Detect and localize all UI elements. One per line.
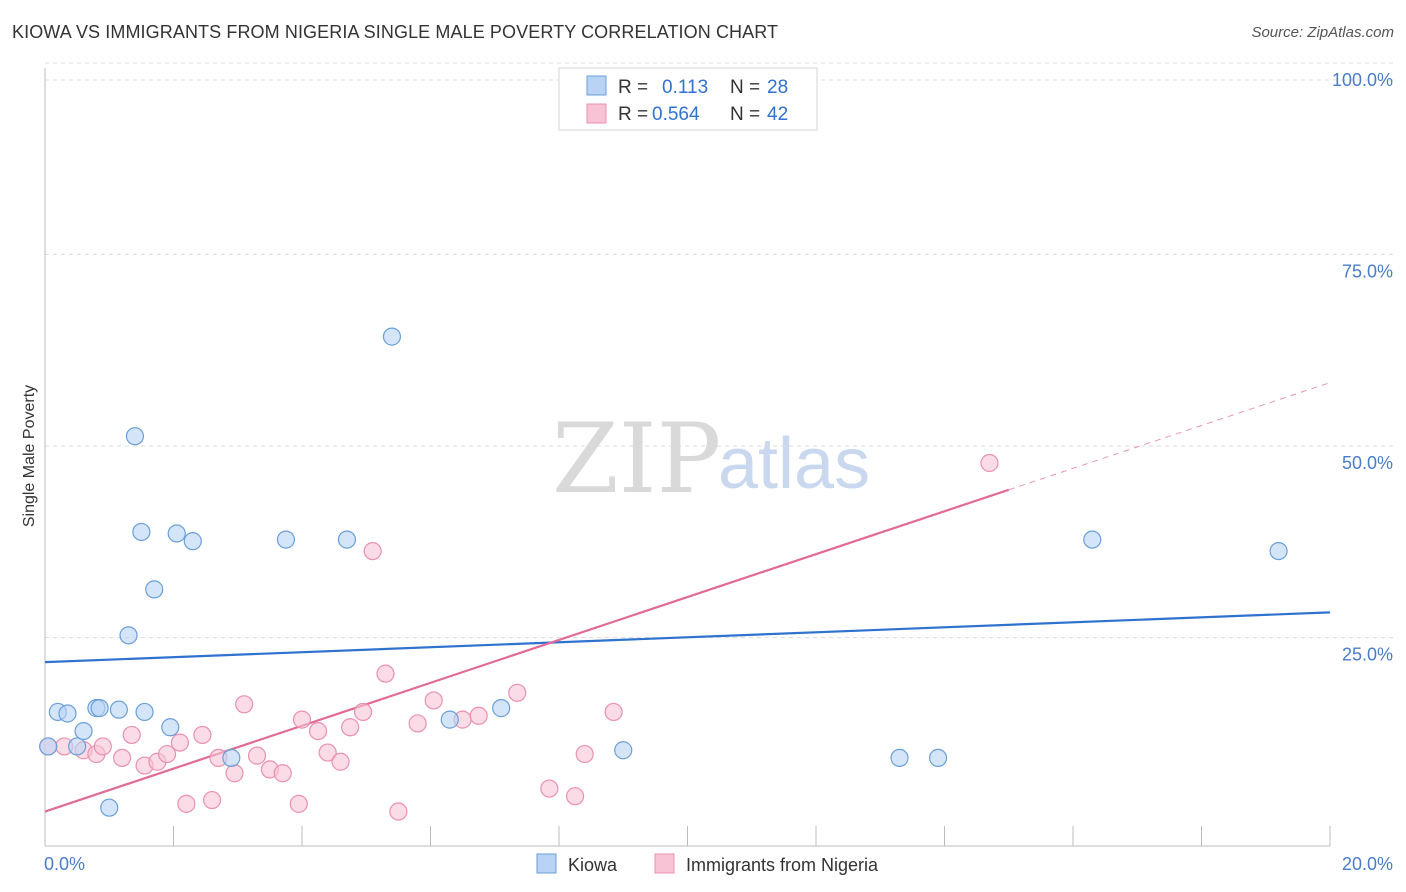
point-kiowa: [125, 427, 145, 446]
point-kiowa: [100, 798, 119, 817]
point-nigeria: [565, 787, 585, 806]
point-kiowa: [440, 710, 459, 729]
point-kiowa: [119, 626, 138, 645]
point-nigeria: [341, 718, 360, 737]
point-nigeria: [389, 802, 408, 821]
point-nigeria: [112, 748, 132, 768]
point-kiowa: [39, 737, 58, 756]
trend-lines: [44, 382, 1331, 813]
tick-labels: 100.0% 75.0% 50.0% 25.0% 0.0% 20.0%: [44, 70, 1393, 874]
point-nigeria: [331, 752, 350, 771]
point-kiowa: [68, 737, 87, 756]
bottom-legend-label-kiowa: Kiowa: [568, 855, 618, 875]
point-nigeria: [247, 746, 267, 765]
point-kiowa: [58, 704, 77, 723]
point-kiowa: [90, 699, 109, 718]
point-kiowa: [161, 718, 180, 737]
axes: [44, 68, 1331, 847]
point-kiowa: [890, 748, 909, 768]
point-nigeria: [604, 702, 623, 722]
point-nigeria: [170, 733, 190, 752]
y-tick-label: 75.0%: [1342, 262, 1393, 282]
point-nigeria: [157, 744, 177, 764]
y-tick-label: 100.0%: [1332, 70, 1393, 90]
legend-n-value-kiowa: 28: [767, 77, 788, 98]
point-nigeria: [292, 710, 312, 729]
y-axis-label: Single Male Poverty: [21, 385, 38, 527]
point-nigeria: [469, 706, 488, 725]
point-kiowa: [135, 702, 154, 722]
legend-swatch-kiowa: [586, 75, 607, 96]
point-nigeria: [353, 702, 373, 722]
bottom-legend-label-nigeria: Immigrants from Nigeria: [686, 855, 879, 875]
point-nigeria: [363, 541, 382, 561]
point-kiowa: [132, 522, 151, 542]
gridlines: [45, 62, 1393, 638]
point-nigeria: [289, 794, 308, 813]
point-nigeria: [193, 725, 212, 745]
point-nigeria: [575, 744, 594, 764]
point-nigeria: [408, 714, 427, 733]
point-kiowa: [614, 741, 633, 760]
watermark-zip: ZIP: [552, 403, 721, 515]
point-nigeria: [540, 779, 559, 798]
point-kiowa: [337, 530, 357, 549]
point-nigeria: [202, 790, 222, 810]
legend-n-label-nigeria: N =: [730, 104, 760, 125]
x-tick-label-min: 0.0%: [44, 854, 85, 874]
legend-r-label-nigeria: R =: [618, 104, 648, 125]
point-nigeria: [980, 453, 999, 473]
chart-title: KIOWA VS IMMIGRANTS FROM NIGERIA SINGLE …: [12, 22, 779, 42]
point-kiowa: [167, 524, 186, 543]
point-kiowa: [183, 532, 202, 551]
data-points: [39, 327, 1288, 821]
point-kiowa: [382, 327, 402, 346]
legend-r-label-kiowa: R =: [618, 77, 648, 98]
point-nigeria: [235, 695, 254, 714]
trend-line-nigeria-extension: [1008, 382, 1331, 491]
x-tick-label-max: 20.0%: [1342, 854, 1393, 874]
y-tick-label: 25.0%: [1342, 645, 1393, 665]
bottom-legend-swatch-kiowa: [536, 853, 557, 874]
point-nigeria: [508, 683, 527, 702]
point-nigeria: [273, 764, 292, 783]
point-nigeria: [93, 737, 112, 756]
legend-r-value-kiowa: 0.113: [662, 77, 708, 98]
point-kiowa: [145, 580, 164, 599]
bottom-legend-swatch-nigeria: [654, 853, 675, 874]
point-kiowa: [1269, 541, 1288, 561]
point-kiowa: [928, 748, 948, 768]
series-legend: Kiowa Immigrants from Nigeria: [536, 853, 879, 875]
trend-line-kiowa: [44, 611, 1331, 664]
point-nigeria: [177, 794, 196, 813]
point-kiowa: [276, 530, 296, 549]
point-kiowa: [222, 748, 241, 768]
point-nigeria: [122, 725, 141, 745]
watermark-atlas: atlas: [718, 424, 870, 504]
point-nigeria: [424, 691, 443, 710]
legend-n-label-kiowa: N =: [730, 77, 760, 98]
legend-swatch-nigeria: [586, 103, 607, 124]
point-nigeria: [308, 721, 328, 741]
point-kiowa: [109, 700, 128, 719]
legend-n-value-nigeria: 42: [767, 104, 788, 125]
point-nigeria: [225, 764, 244, 783]
y-tick-label: 50.0%: [1342, 453, 1393, 473]
point-kiowa: [74, 721, 93, 741]
point-nigeria: [376, 664, 395, 683]
stats-legend: R = 0.113 N = 28 R = 0.564 N = 42: [558, 67, 818, 131]
legend-r-value-nigeria: 0.564: [652, 104, 700, 125]
trend-line-nigeria: [44, 488, 1010, 813]
point-nigeria: [318, 743, 337, 762]
source-label: Source: ZipAtlas.com: [1251, 24, 1394, 41]
point-kiowa: [1083, 530, 1102, 549]
point-kiowa: [492, 699, 511, 718]
